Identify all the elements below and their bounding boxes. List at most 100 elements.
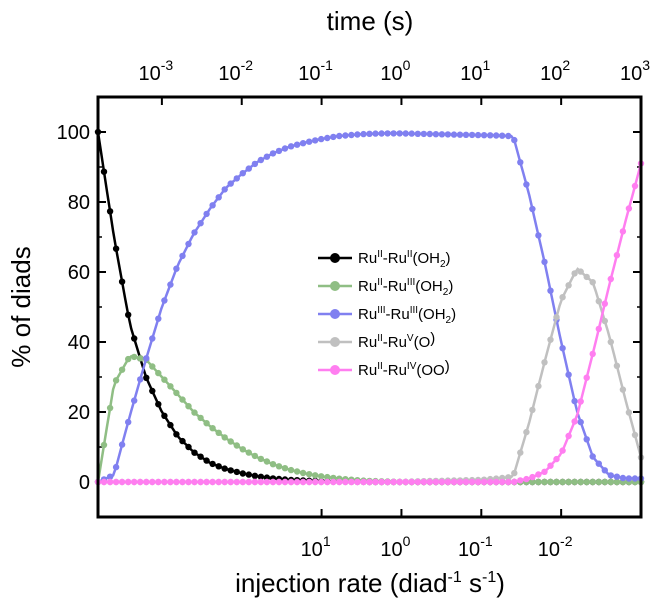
data-point [523,428,530,436]
top-tick-label: 101 [460,57,490,85]
data-point [456,131,464,138]
data-point [384,130,391,137]
data-point [209,425,216,432]
data-point [125,355,132,363]
data-point [547,287,554,294]
data-point [251,452,259,460]
data-point [215,194,222,201]
legend-label: RuII-RuV(O) [358,330,435,351]
data-point [523,181,530,188]
data-point [131,397,138,404]
data-point [354,478,361,486]
legend-item: RuII-RuV(O) [318,330,435,351]
data-point [203,420,210,427]
data-point [565,432,572,440]
data-point [299,478,307,486]
data-point [179,396,186,403]
data-point [173,431,180,438]
data-point [348,478,355,486]
bottom-tick-label: 100 [380,533,410,561]
data-point [269,150,277,157]
data-point [269,478,277,486]
data-point [112,245,120,252]
data-point [571,478,578,486]
data-point [161,412,168,419]
data-point [535,471,542,478]
data-point [318,473,325,480]
data-point [149,363,156,370]
data-point [360,130,367,138]
data-point [354,131,361,138]
data-point [118,478,126,486]
data-point [565,282,572,289]
data-point [535,478,542,486]
data-point [299,140,307,147]
data-point [324,473,331,481]
data-point [251,478,259,486]
data-point [450,478,458,486]
data-point [293,478,301,486]
data-point [342,478,349,486]
data-point [233,478,240,486]
data-point [529,478,536,486]
bottom-tick-label: 10-2 [538,533,573,561]
data-point [541,359,548,366]
data-point [571,397,578,405]
data-point [589,279,596,286]
data-point [143,478,150,486]
data-point [112,377,120,384]
data-point [209,202,216,209]
data-point [474,478,482,486]
data-point [595,298,602,305]
data-point [384,478,391,486]
data-point [420,478,427,486]
data-point [390,130,397,137]
data-point [559,478,566,486]
data-point [318,135,325,143]
data-point [378,478,385,486]
y-tick-label: 80 [68,192,90,214]
y-tick-label: 40 [68,332,90,354]
data-point [306,471,313,478]
bottom-tick-label: 10-1 [458,533,493,561]
data-point [197,220,204,227]
data-point [595,478,602,486]
data-point [583,374,590,381]
data-point [583,478,590,486]
data-point [432,131,440,138]
data-point [553,455,560,463]
plot-frame [96,95,643,519]
data-point [137,478,144,486]
data-point [167,478,174,486]
data-point [619,386,627,393]
bottom-tick-labels: 101 100 10-1 10-2 [301,533,573,561]
data-point [263,474,271,481]
data-point [137,355,144,362]
legend-item: RuII-RuII(OH2) [318,249,451,270]
data-point [239,478,246,486]
data-point [523,475,530,483]
data-point [287,466,295,474]
data-point [408,478,415,486]
data-point [487,478,494,486]
data-point [480,132,488,139]
data-point [281,478,289,486]
data-point [275,147,283,155]
data-point [378,130,385,137]
data-point [589,350,596,358]
data-point [191,478,198,486]
data-point [372,478,379,486]
data-point [227,180,234,187]
series-2 [94,130,645,486]
data-point [336,132,343,140]
data-point [215,463,222,470]
data-point [547,478,554,486]
data-point [559,294,566,301]
data-point [414,478,421,486]
data-point [607,338,614,346]
data-point [505,132,512,140]
data-point [541,468,548,475]
data-point [257,473,265,480]
data-point [613,478,621,486]
data-point [167,421,174,429]
